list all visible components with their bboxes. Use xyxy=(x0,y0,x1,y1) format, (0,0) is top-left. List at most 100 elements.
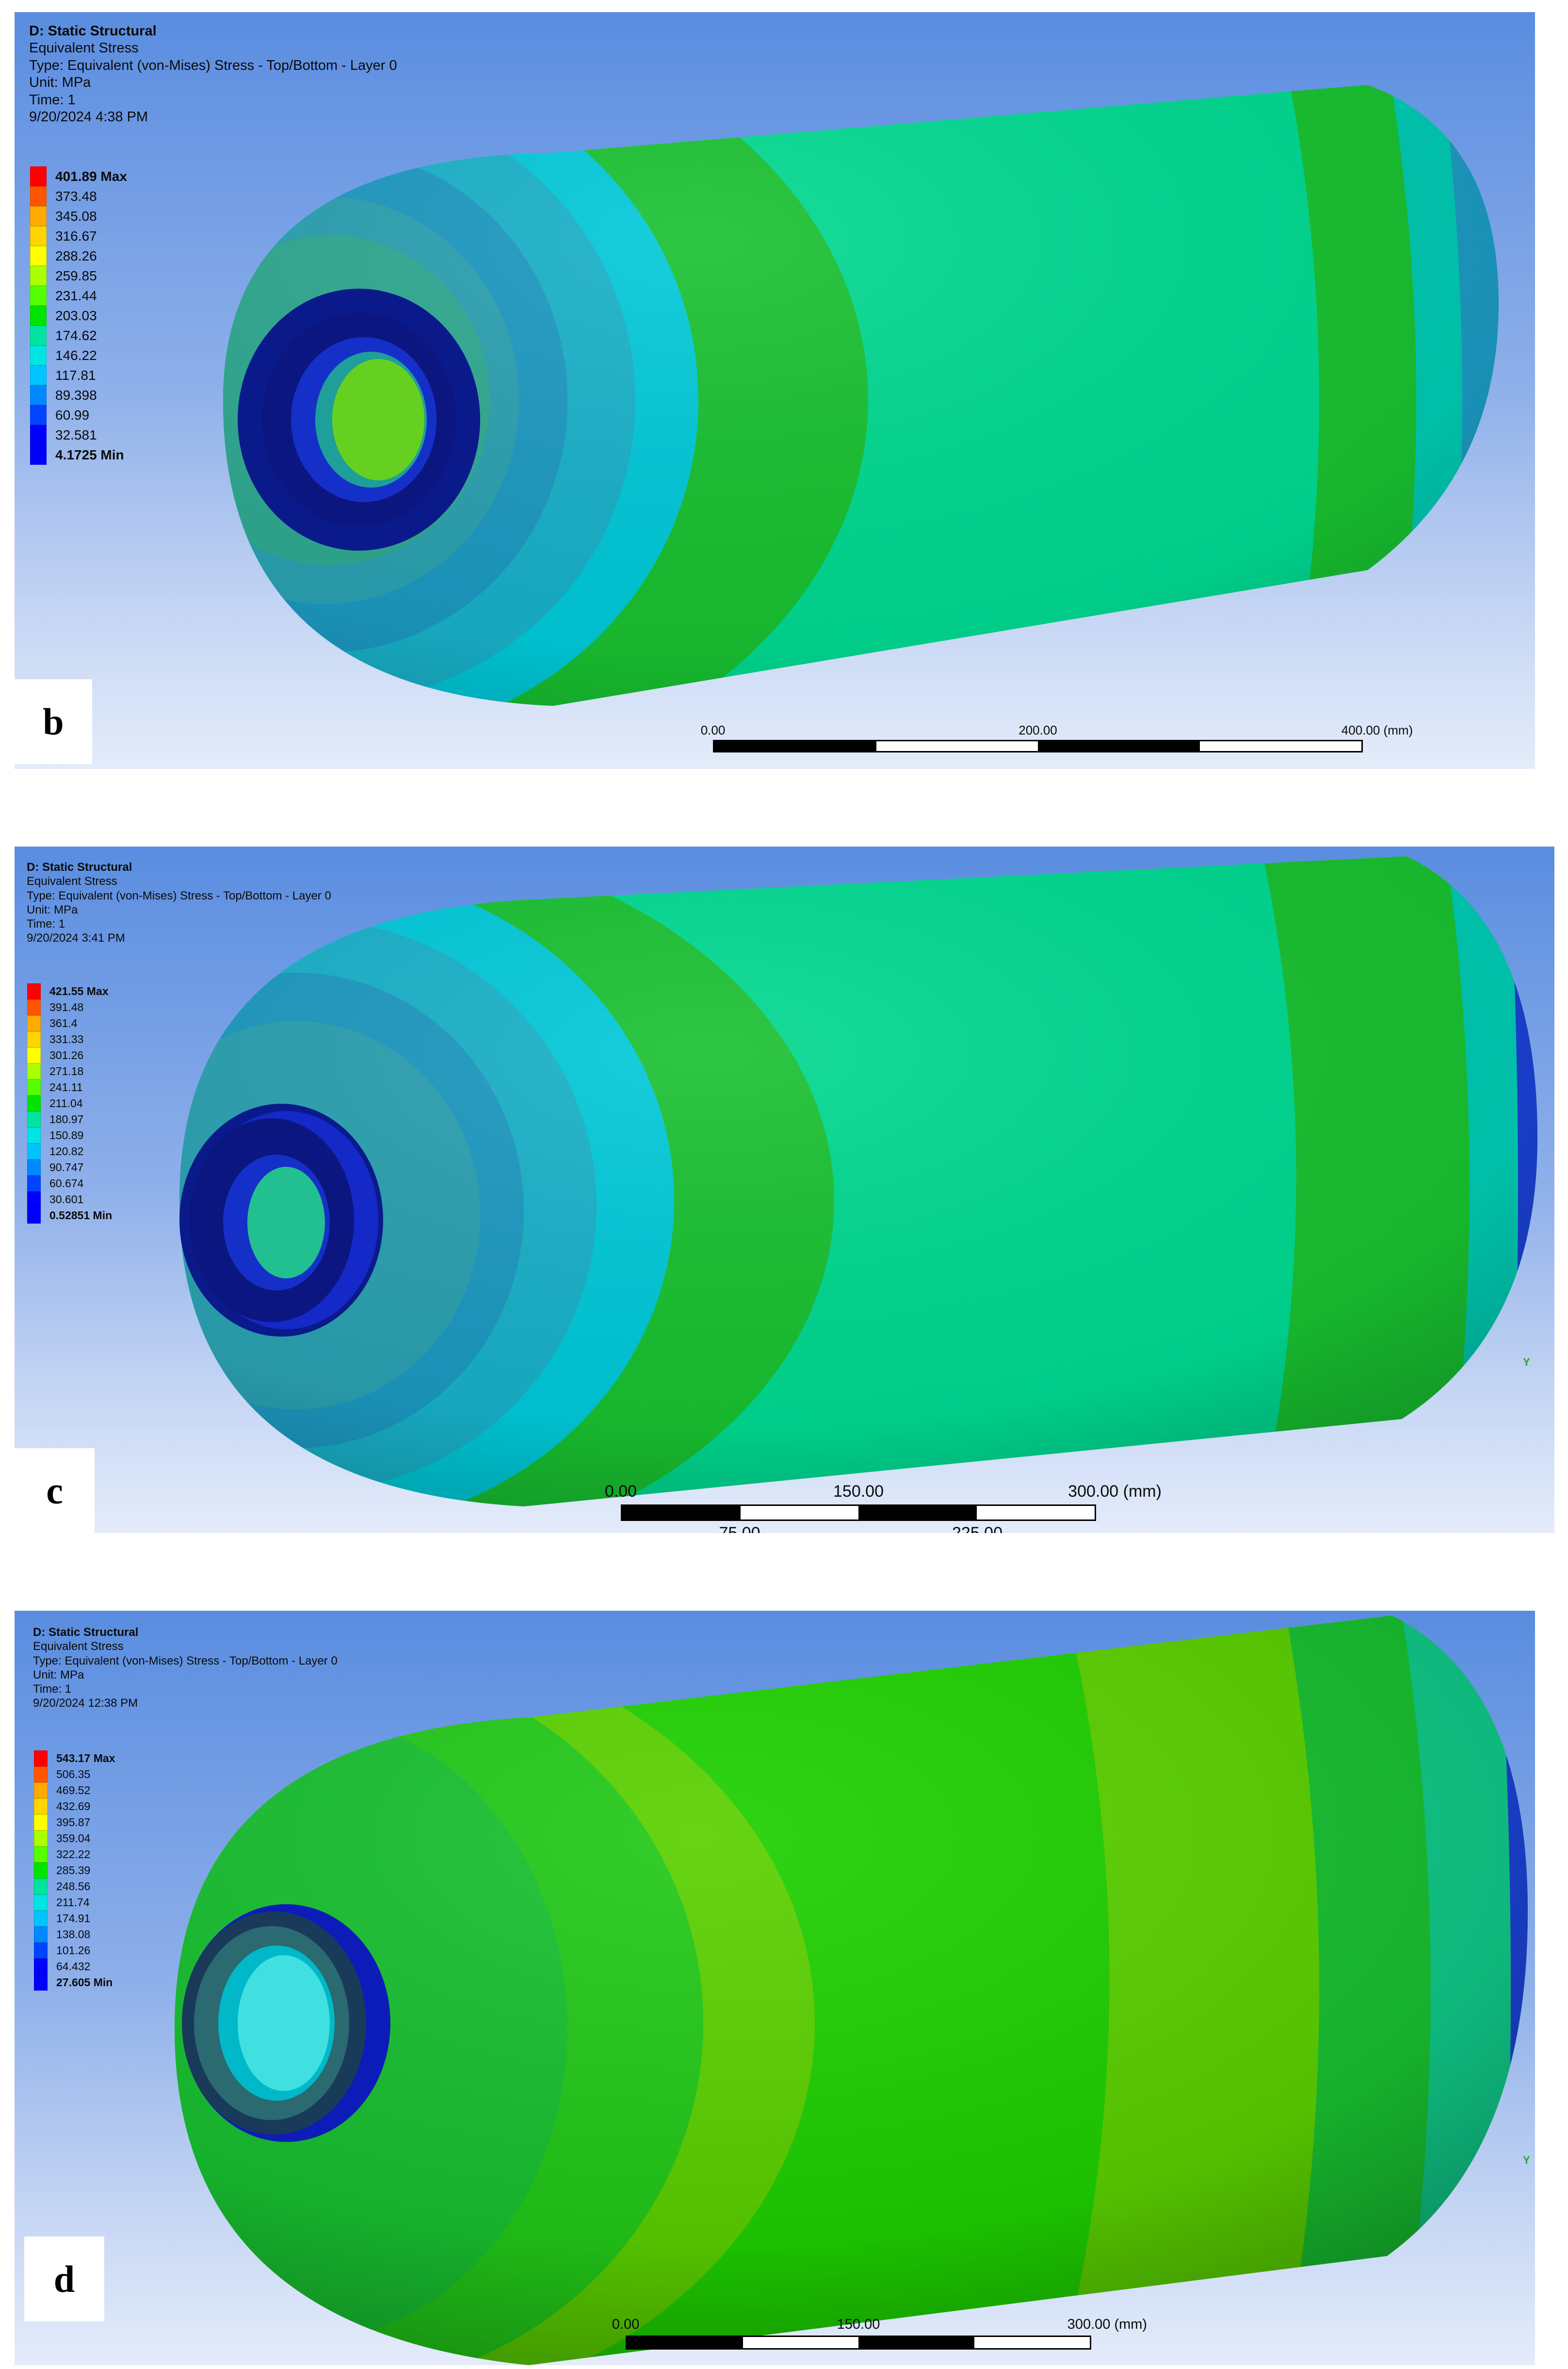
result-time: Time: 1 xyxy=(33,1683,72,1696)
legend-color-swatch xyxy=(30,345,47,365)
legend-row: 60.99 xyxy=(30,405,127,425)
panel-label-d: d xyxy=(24,2237,104,2321)
legend-color-swatch xyxy=(27,1111,41,1127)
legend-value: 117.81 xyxy=(55,367,96,383)
legend-value: 64.432 xyxy=(56,1960,91,1973)
scale-bar-segment xyxy=(974,2337,1090,2348)
scale-bar-segment xyxy=(1199,741,1361,751)
legend-value: 259.85 xyxy=(55,268,97,283)
scale-bar-label: 0.00 xyxy=(604,1482,637,1501)
legend-row: 322.22 xyxy=(34,1846,115,1863)
scale-bar-label: 150.00 xyxy=(837,2317,880,2332)
legend-row: 180.97 xyxy=(27,1111,112,1127)
legend-color-swatch xyxy=(30,445,47,465)
panel-label-c: c xyxy=(15,1448,95,1533)
legend-color-swatch xyxy=(27,1063,41,1079)
scale-bar-graphic xyxy=(621,1504,1096,1521)
legend-value: 345.08 xyxy=(55,208,97,224)
legend-value: 203.03 xyxy=(55,308,97,323)
result-unit: Unit: MPa xyxy=(27,903,78,916)
result-type: Type: Equivalent (von-Mises) Stress - To… xyxy=(27,889,331,902)
legend-color-swatch xyxy=(30,186,47,206)
scale-bar-segment xyxy=(627,2337,743,2348)
analysis-title: D: Static Structural xyxy=(29,23,157,39)
scale-bar-segment xyxy=(743,2337,858,2348)
legend-value: 391.48 xyxy=(49,1001,84,1013)
legend-value: 241.11 xyxy=(49,1081,83,1094)
result-name: Equivalent Stress xyxy=(27,875,117,888)
result-datetime: 9/20/2024 3:41 PM xyxy=(27,931,125,945)
result-type: Type: Equivalent (von-Mises) Stress - To… xyxy=(33,1654,338,1667)
legend-color-swatch xyxy=(27,1160,41,1176)
scale-bar-segment xyxy=(858,2337,974,2348)
scale-bar-graphic xyxy=(626,2336,1091,2350)
legend-color-swatch xyxy=(34,1879,48,1895)
legend-value: 60.674 xyxy=(49,1177,84,1190)
legend-value: 90.747 xyxy=(49,1161,84,1174)
legend-value: 32.581 xyxy=(55,427,97,442)
y-axis-triad-icon: Y xyxy=(1523,1356,1530,1369)
legend-color-swatch xyxy=(30,246,47,266)
legend-color-swatch xyxy=(30,425,47,445)
pressure-vessel-stress-plot xyxy=(175,1616,1528,2365)
legend-row: 101.26 xyxy=(34,1943,115,1959)
legend-value: 401.89 Max xyxy=(55,168,127,184)
legend-row: 271.18 xyxy=(27,1063,112,1079)
legend-row: 120.82 xyxy=(27,1144,112,1160)
legend-value: 180.97 xyxy=(49,1113,84,1126)
result-unit: Unit: MPa xyxy=(33,1668,84,1682)
legend-value: 359.04 xyxy=(56,1832,91,1845)
legend-color-swatch xyxy=(30,226,47,246)
color-legend: 421.55 Max 391.48 361.4 331.33 301.26 271.18 2… xyxy=(27,983,112,1224)
analysis-title: D: Static Structural xyxy=(33,1626,139,1639)
legend-color-swatch xyxy=(34,1750,48,1766)
legend-value: 0.52851 Min xyxy=(49,1209,113,1222)
legend-row: 4.1725 Min xyxy=(30,445,127,465)
scale-bar-segment xyxy=(740,1506,858,1519)
legend-row: 373.48 xyxy=(30,186,127,206)
legend-value: 395.87 xyxy=(56,1816,91,1829)
scale-bar-segment xyxy=(622,1506,741,1519)
color-legend: 401.89 Max 373.48 345.08 316.67 288.26 259.85… xyxy=(30,166,127,465)
scale-bar-label: 200.00 xyxy=(1018,723,1057,737)
scale-bar: 0.00 150.00 300.00 (mm) 75.00 225.00 xyxy=(605,1482,1162,1533)
legend-value: 301.26 xyxy=(49,1049,84,1062)
legend-row: 146.22 xyxy=(30,345,127,365)
legend-value: 543.17 Max xyxy=(56,1752,115,1764)
legend-value: 60.99 xyxy=(55,407,90,423)
legend-color-swatch xyxy=(34,1975,48,1991)
legend-row: 316.67 xyxy=(30,226,127,246)
legend-color-swatch xyxy=(27,1176,41,1192)
legend-color-swatch xyxy=(30,166,47,186)
legend-row: 32.581 xyxy=(30,425,127,445)
legend-row: 241.11 xyxy=(27,1079,112,1095)
legend-row: 359.04 xyxy=(34,1830,115,1846)
legend-color-swatch xyxy=(34,1846,48,1863)
legend-color-swatch xyxy=(30,405,47,425)
scale-bar-label: 0.00 xyxy=(700,723,726,737)
legend-color-swatch xyxy=(27,1015,41,1031)
legend-row: 203.03 xyxy=(30,306,127,326)
legend-value: 271.18 xyxy=(49,1065,84,1078)
y-axis-label: Y xyxy=(1523,2154,1530,2166)
legend-color-swatch xyxy=(34,1798,48,1814)
legend-color-swatch xyxy=(27,1095,41,1111)
panel-label-b: b xyxy=(15,679,92,764)
legend-color-swatch xyxy=(27,1031,41,1047)
legend-value: 138.08 xyxy=(56,1928,91,1941)
legend-row: 469.52 xyxy=(34,1782,115,1798)
legend-value: 361.4 xyxy=(49,1017,78,1029)
legend-row: 361.4 xyxy=(27,1015,112,1031)
legend-value: 27.605 Min xyxy=(56,1976,113,1989)
legend-color-swatch xyxy=(27,1047,41,1063)
legend-color-swatch xyxy=(27,1208,41,1224)
legend-row: 30.601 xyxy=(27,1192,112,1208)
legend-row: 174.62 xyxy=(30,326,127,345)
legend-row: 0.52851 Min xyxy=(27,1208,112,1224)
legend-row: 432.69 xyxy=(34,1798,115,1814)
legend-value: 30.601 xyxy=(49,1193,84,1206)
legend-color-swatch xyxy=(30,326,47,345)
scale-bar-label: 75.00 xyxy=(719,1524,760,1533)
legend-row: 89.398 xyxy=(30,385,127,405)
legend-color-swatch xyxy=(34,1895,48,1911)
